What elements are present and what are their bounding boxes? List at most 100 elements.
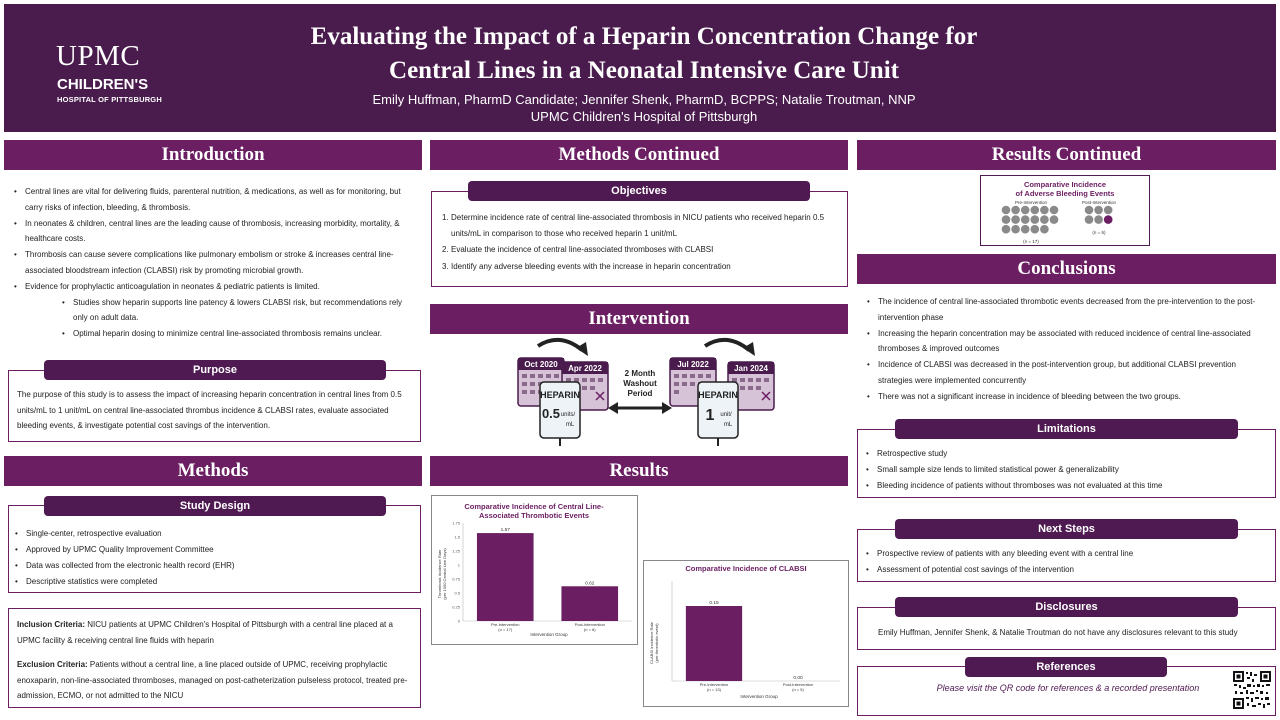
- bar: [685, 606, 743, 681]
- chart1-ylabel-l2: (per 1000 Central Line Days): [442, 548, 447, 600]
- y-tick-label: 1: [458, 563, 461, 568]
- methods-heading: Methods: [4, 456, 422, 486]
- patient-dot: [1094, 215, 1103, 224]
- category-label: Post-Intervention: [575, 622, 605, 627]
- design-bullet: Approved by UPMC Quality Improvement Com…: [15, 542, 415, 558]
- bar: [561, 586, 619, 621]
- purpose-heading: Purpose: [44, 360, 386, 380]
- introduction-body: Central lines are vital for delivering f…: [14, 184, 416, 342]
- y-tick-label: 0.5: [454, 591, 460, 596]
- qr-code-icon[interactable]: [1232, 670, 1272, 710]
- chart1-xlabel: Intervention Group: [530, 632, 568, 637]
- svg-text:mL: mL: [724, 422, 733, 428]
- inclusion-text: NICU patients at UPMC Children's Hospita…: [17, 620, 393, 645]
- bar-value-label: 0.15: [709, 600, 719, 606]
- bleed-title-l1: Comparative Incidence: [1024, 180, 1106, 189]
- bleeding-events-box: Comparative Incidence of Adverse Bleedin…: [980, 175, 1150, 246]
- patient-dot: [1011, 224, 1020, 234]
- objective-item: 2. Evaluate the incidence of central line…: [442, 245, 714, 254]
- pre-arc-arrow: [536, 338, 584, 352]
- intro-bullet: Central lines are vital for delivering f…: [14, 184, 416, 215]
- intro-bullet: Thrombosis can cause severe complication…: [14, 247, 416, 278]
- chart2-xlabel: Intervention Group: [740, 694, 778, 699]
- purpose-text: The purpose of this study is to assess t…: [17, 390, 402, 430]
- category-label: Pre-Intervention: [491, 622, 519, 627]
- patient-dot: [1020, 224, 1030, 234]
- disclosures-heading: Disclosures: [895, 597, 1238, 617]
- conclusion-bullet: Increasing the heparin concentration may…: [867, 326, 1269, 357]
- intro-bullet: In neonates & children, central lines ar…: [14, 216, 416, 247]
- study-design-box: Single-center, retrospective evaluation …: [8, 505, 421, 593]
- inclusion-label: Inclusion Criteria:: [17, 620, 86, 629]
- washout-double-arrow-icon: [608, 402, 672, 414]
- chart1-ylabel-l1: Thrombosis Incidence Rate: [437, 549, 442, 598]
- y-tick-label: 1.25: [452, 549, 461, 554]
- patient-dot: [1030, 205, 1040, 215]
- results-continued-heading: Results Continued: [857, 140, 1276, 170]
- patient-dot: [1084, 205, 1094, 215]
- patient-dot: [1001, 205, 1011, 215]
- objectives-heading: Objectives: [468, 181, 810, 201]
- svg-text:unit/: unit/: [720, 412, 732, 418]
- objective-item: 1. Determine incidence rate of central li…: [442, 213, 825, 238]
- limitation-bullet: Bleeding incidence of patients without t…: [866, 478, 1270, 494]
- patient-dot: [1011, 215, 1020, 224]
- conclusions-heading: Conclusions: [857, 254, 1276, 284]
- svg-text:Oct 2020: Oct 2020: [524, 360, 558, 369]
- calendar-post-end-icon: Jan 2024: [727, 361, 775, 411]
- patient-dot: [1001, 224, 1011, 234]
- purpose-box: The purpose of this study is to assess t…: [8, 370, 421, 442]
- chart2-ylabel-l2: (per thrombotic event): [654, 623, 659, 663]
- design-bullet: Data was collected from the electronic h…: [15, 558, 415, 574]
- patient-dot: [1030, 224, 1040, 234]
- svg-text:Jul 2022: Jul 2022: [677, 360, 709, 369]
- intro-sub-bullet: Optimal heparin dosing to minimize centr…: [62, 326, 416, 342]
- conclusion-bullet: There was not a significant increase in …: [867, 389, 1269, 405]
- patient-dot: [1030, 215, 1040, 224]
- title-line-2: Central Lines in a Neonatal Intensive Ca…: [389, 57, 899, 84]
- patient-dot: [1020, 205, 1030, 215]
- patient-dot: [1040, 205, 1049, 215]
- affiliation: UPMC Children's Hospital of Pittsburgh: [530, 109, 758, 124]
- patient-dot: [1020, 215, 1030, 224]
- heparin-bag-pre-icon: HEPARIN 0.5 units/ mL: [539, 381, 581, 446]
- patient-dot: [1001, 215, 1011, 224]
- conclusion-bullet: Incidence of CLABSI was decreased in the…: [867, 357, 1269, 388]
- heparin-bag-post-icon: HEPARIN 1 unit/ mL: [697, 381, 739, 446]
- design-bullet: Single-center, retrospective evaluation: [15, 526, 415, 542]
- y-tick-label: 1.75: [452, 521, 461, 526]
- references-text: Please visit the QR code for references …: [936, 683, 1200, 693]
- patient-dot: [1094, 205, 1103, 215]
- patient-dot: [1103, 205, 1113, 215]
- y-tick-label: 0: [458, 619, 461, 624]
- patient-dot: [1011, 205, 1020, 215]
- category-label: Post-Intervention: [783, 682, 813, 687]
- chart1-title-l1: Comparative Incidence of Central Line-: [464, 502, 604, 511]
- y-tick-label: 0.75: [452, 577, 461, 582]
- svg-text:HEPARIN: HEPARIN: [540, 390, 580, 400]
- limitation-bullet: Small sample size lends to limited stati…: [866, 462, 1270, 478]
- washout-line3: Period: [628, 389, 653, 398]
- category-n-label: (n = 13): [707, 687, 722, 692]
- author-block: Emily Huffman, PharmD Candidate; Jennife…: [204, 91, 1084, 125]
- limitations-box: Retrospective study Small sample size le…: [857, 429, 1276, 498]
- methods-continued-heading: Methods Continued: [430, 140, 848, 170]
- bar-value-label: 1.57: [501, 527, 511, 533]
- washout-line1: 2 Month: [625, 369, 656, 378]
- childrens-logo-text: CHILDREN'S: [57, 76, 149, 93]
- svg-text:mL: mL: [566, 422, 575, 428]
- thrombosis-chart: Comparative Incidence of Central Line- A…: [437, 502, 632, 637]
- thrombosis-chart-box: Comparative Incidence of Central Line- A…: [431, 495, 638, 645]
- patient-dot: [1049, 205, 1059, 215]
- svg-text:HEPARIN: HEPARIN: [698, 390, 738, 400]
- next-step-bullet: Assessment of potential cost savings of …: [866, 562, 1270, 578]
- chart1-title-l2: Associated Thrombotic Events: [479, 511, 589, 520]
- limitation-bullet: Retrospective study: [866, 446, 1270, 462]
- bleed-post-n: (n = 6): [1092, 230, 1106, 235]
- criteria-box: Inclusion Criteria: NICU patients at UPM…: [8, 608, 421, 708]
- next-step-bullet: Prospective review of patients with any …: [866, 546, 1270, 562]
- introduction-heading: Introduction: [4, 140, 422, 170]
- bleed-post-label: Post-Intervention: [1082, 200, 1117, 205]
- exclusion-criteria: Exclusion Criteria: Patients without a c…: [17, 657, 415, 704]
- poster-header: UPMC CHILDREN'S HOSPITAL OF PITTSBURGH E…: [4, 4, 1276, 132]
